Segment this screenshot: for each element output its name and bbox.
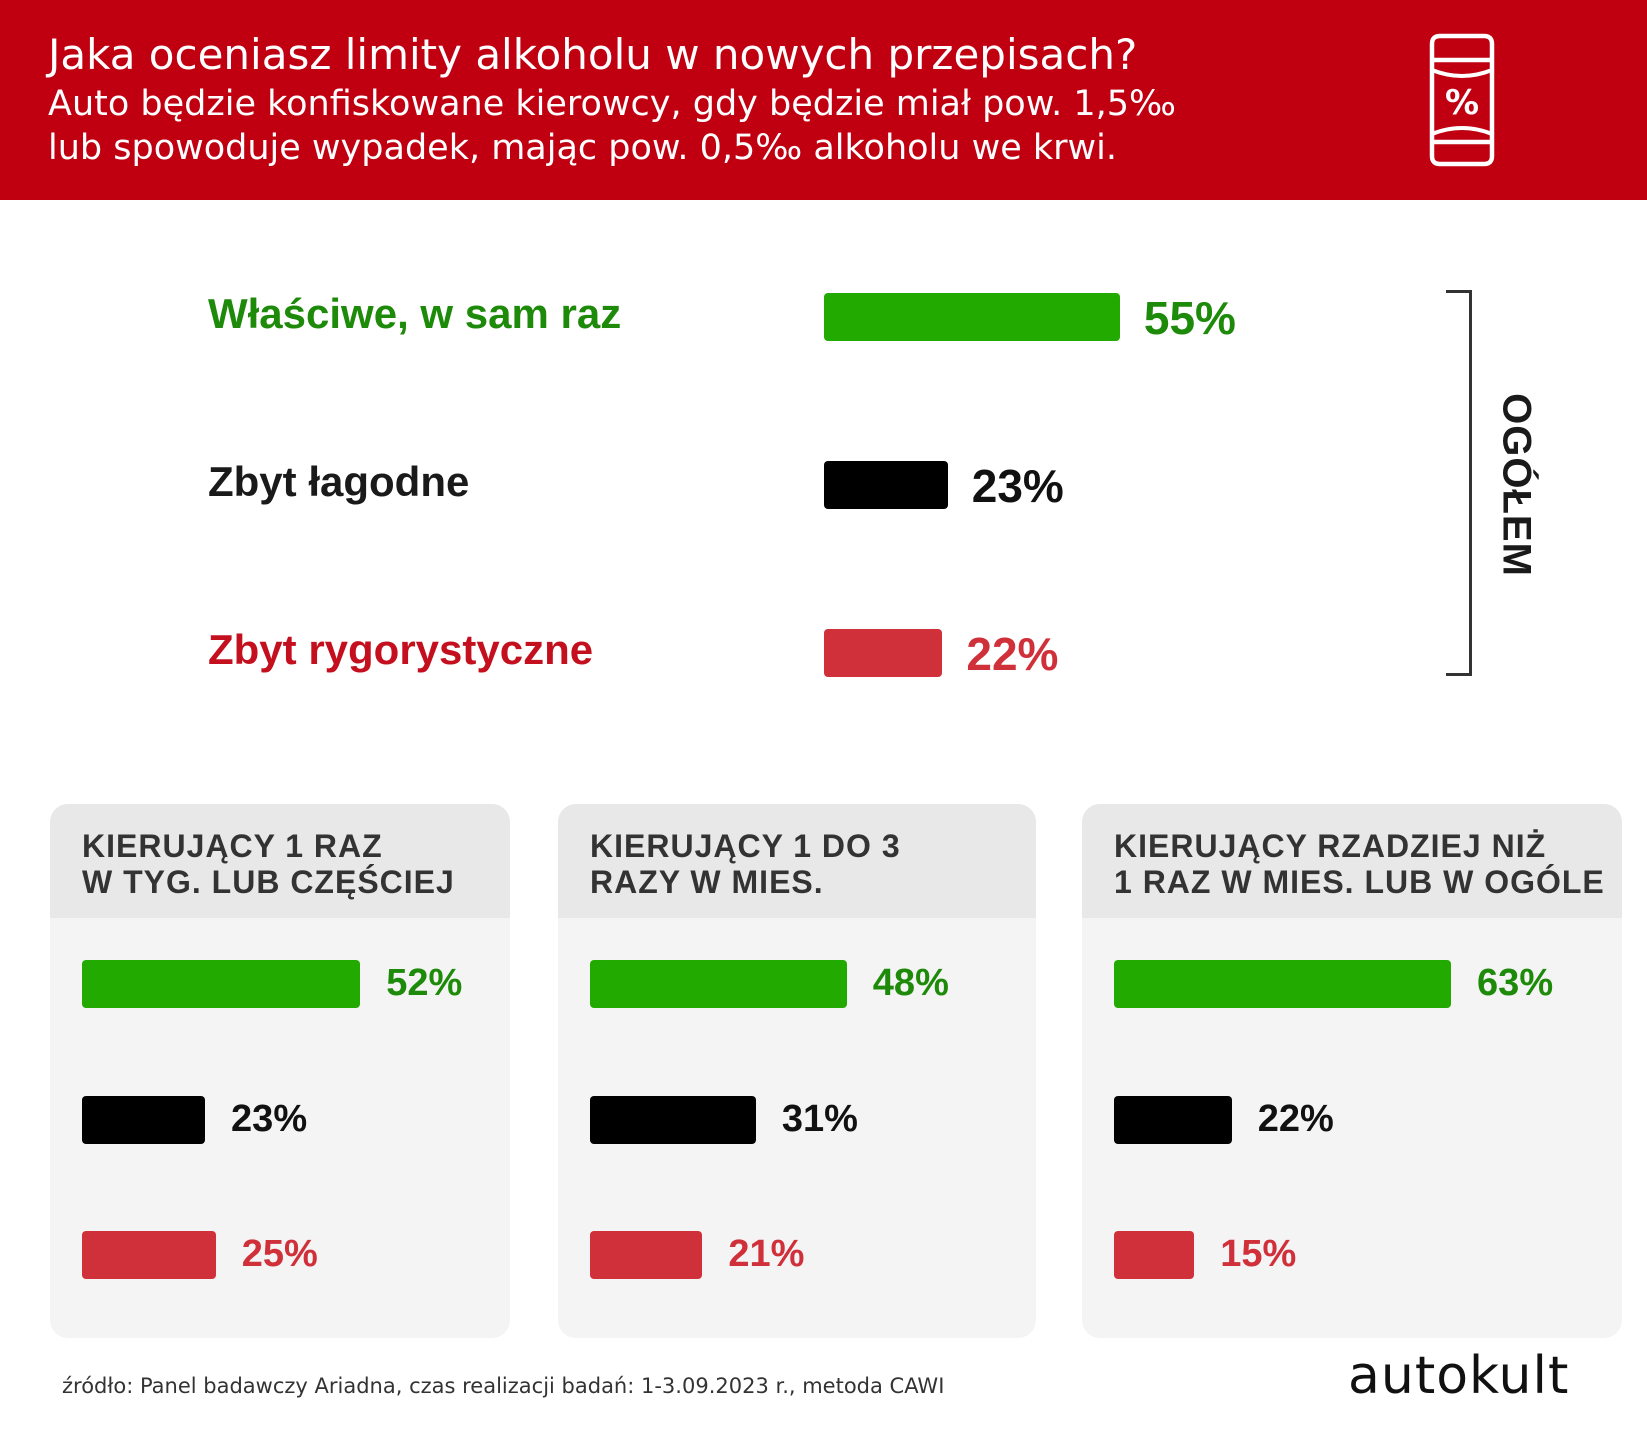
category-label-too-mild: Zbyt łagodne [208,458,470,505]
panel-title: KIERUJĄCY 1 RAZ W TYG. LUB CZĘŚCIEJ [82,828,455,900]
value-label-monthly-right: 48% [872,962,949,1004]
category-label-right: Właściwe, w sam raz [208,290,622,337]
value-label-rare-too-strict: 15% [1220,1233,1297,1275]
bar-weekly-right [82,960,361,1008]
value-label-monthly-too-mild: 31% [781,1098,858,1140]
panel-monthly-drivers: KIERUJĄCY 1 DO 3 RAZY W MIES. 48% 31% 21… [558,804,1036,1338]
bar-monthly-right [590,960,847,1008]
panel-rare-drivers: KIERUJĄCY RZADZIEJ NIŻ 1 RAZ W MIES. LUB… [1082,804,1622,1338]
value-label-monthly-too-strict: 21% [728,1233,805,1275]
value-label-overall-too-mild: 23% [971,460,1064,512]
panel-title: KIERUJĄCY RZADZIEJ NIŻ 1 RAZ W MIES. LUB… [1114,828,1605,900]
value-label-weekly-too-mild: 23% [231,1098,308,1140]
panel-title-line-1: KIERUJĄCY RZADZIEJ NIŻ [1114,828,1547,864]
overall-bracket [1446,290,1472,676]
value-label-rare-too-mild: 22% [1257,1098,1334,1140]
bar-rare-too-mild [1114,1096,1232,1144]
bar-overall-too-mild [824,461,948,509]
percent-can-icon: % [1429,33,1495,167]
panel-header: KIERUJĄCY RZADZIEJ NIŻ 1 RAZ W MIES. LUB… [1082,804,1622,918]
panel-title-line-1: KIERUJĄCY 1 DO 3 [590,828,901,864]
source-note: źródło: Panel badawczy Ariadna, czas rea… [62,1374,945,1398]
bar-monthly-too-mild [590,1096,756,1144]
panel-weekly-drivers: KIERUJĄCY 1 RAZ W TYG. LUB CZĘŚCIEJ 52% … [50,804,510,1338]
chart-title: Jaka oceniasz limity alkoholu w nowych p… [48,30,1138,79]
chart-subtitle-line-1: Auto będzie konfiskowane kierowcy, gdy b… [48,84,1176,124]
percent-symbol: % [1445,83,1479,123]
panel-title-line-1: KIERUJĄCY 1 RAZ [82,828,383,864]
bar-overall-right [824,293,1120,341]
bar-weekly-too-strict [82,1231,216,1279]
panel-title: KIERUJĄCY 1 DO 3 RAZY W MIES. [590,828,901,900]
bar-overall-too-strict [824,629,943,677]
value-label-rare-right: 63% [1477,962,1554,1004]
value-label-weekly-too-strict: 25% [241,1233,318,1275]
bar-rare-too-strict [1114,1231,1195,1279]
bar-weekly-too-mild [82,1096,206,1144]
value-label-overall-too-strict: 22% [966,628,1059,680]
chart-subtitle-line-2: lub spowoduje wypadek, mając pow. 0,5‰ a… [48,128,1117,168]
bar-monthly-too-strict [590,1231,703,1279]
panel-header: KIERUJĄCY 1 DO 3 RAZY W MIES. [558,804,1036,918]
value-label-weekly-right: 52% [386,962,463,1004]
panel-title-line-2: RAZY W MIES. [590,864,824,900]
autokult-logo: autokult [1348,1346,1570,1406]
overall-group-label: OGÓŁEM [1494,393,1539,577]
panel-title-line-2: 1 RAZ W MIES. LUB W OGÓLE [1114,864,1605,900]
panel-title-line-2: W TYG. LUB CZĘŚCIEJ [82,864,455,900]
bar-rare-right [1114,960,1452,1008]
panel-header: KIERUJĄCY 1 RAZ W TYG. LUB CZĘŚCIEJ [50,804,510,918]
header-banner: Jaka oceniasz limity alkoholu w nowych p… [0,0,1647,200]
value-label-overall-right: 55% [1143,292,1236,344]
category-label-too-strict: Zbyt rygorystyczne [208,626,594,673]
